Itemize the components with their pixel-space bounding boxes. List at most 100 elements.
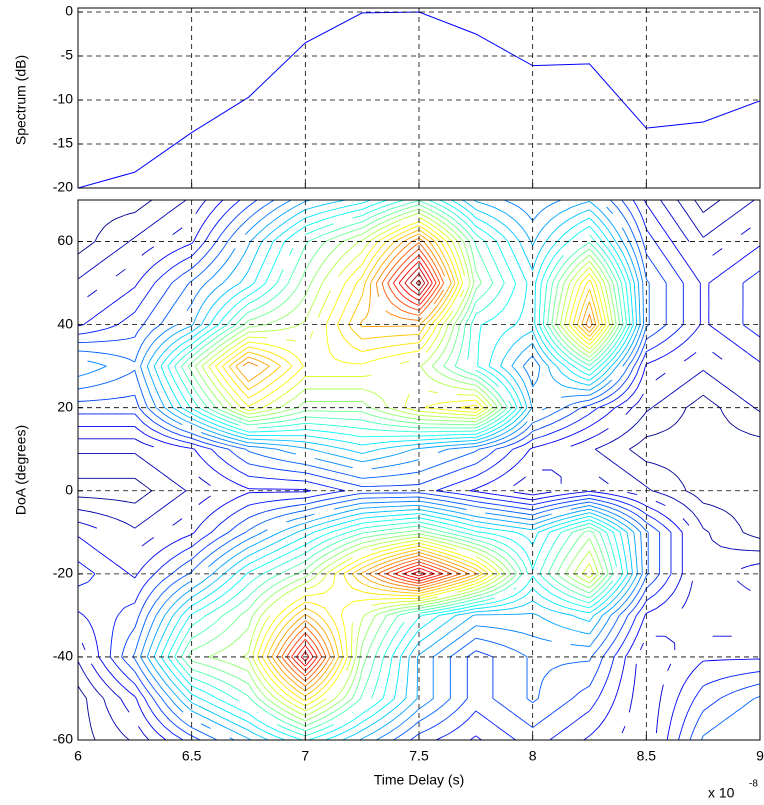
- contour-segment: [418, 443, 476, 449]
- contour-segment: [134, 696, 137, 699]
- contour-segment: [475, 407, 499, 423]
- contour-segment: [360, 694, 363, 699]
- contour-segment: [589, 615, 603, 635]
- contour-segment: [645, 203, 673, 242]
- contour-segment: [457, 241, 471, 284]
- contour-segment: [361, 698, 418, 739]
- contour-segment: [418, 580, 476, 597]
- y-tick-label: 0: [65, 481, 73, 497]
- contour-segment: [702, 369, 755, 409]
- contour-segment: [304, 241, 309, 246]
- contour-segment: [418, 200, 476, 242]
- contour-segment: [532, 532, 551, 570]
- contour-segment: [589, 273, 597, 284]
- contour-segment: [595, 282, 607, 325]
- contour-segment: [262, 552, 306, 575]
- contour-segment: [374, 615, 399, 658]
- contour-segment: [134, 426, 192, 449]
- contour-segment: [589, 201, 623, 242]
- contour-segment: [431, 365, 476, 386]
- contour-segment: [408, 642, 420, 658]
- contour-segment: [153, 331, 192, 367]
- contour-segment: [472, 614, 476, 616]
- contour-segment: [475, 282, 505, 315]
- contour-segment: [287, 245, 306, 284]
- contour-segment: [411, 570, 420, 575]
- contour-segment: [610, 573, 643, 616]
- contour-segment: [560, 324, 590, 354]
- contour-segment: [137, 533, 192, 575]
- contour-segment: [198, 476, 211, 486]
- contour-segment: [589, 573, 599, 584]
- contour-segment: [428, 200, 477, 235]
- contour-segment: [155, 580, 192, 616]
- contour-segment: [418, 698, 468, 735]
- contour-segment: [740, 563, 760, 570]
- contour-segment: [193, 200, 224, 242]
- x-axis-label: Time Delay (s): [374, 772, 465, 788]
- contour-segment: [577, 324, 590, 337]
- contour-segment: [305, 656, 327, 682]
- contour-segment: [640, 532, 643, 574]
- contour-segment: [362, 448, 414, 463]
- contour-segment: [78, 573, 136, 616]
- contour-segment: [565, 573, 590, 589]
- contour-segment: [248, 696, 251, 699]
- contour-segment: [306, 615, 335, 658]
- contour-segment: [304, 537, 363, 571]
- contour-segment: [702, 698, 721, 712]
- contour-segment: [589, 365, 606, 381]
- contour-segment: [258, 698, 306, 727]
- contour-segment: [134, 683, 146, 699]
- contour-segment: [276, 656, 306, 687]
- contour-segment: [538, 515, 590, 533]
- contour-segment: [386, 225, 420, 242]
- contour-segment: [362, 492, 420, 494]
- contour-segment: [305, 698, 327, 712]
- contour-segment: [589, 365, 601, 376]
- contour-segment: [167, 343, 192, 367]
- contour-segment: [261, 209, 306, 242]
- y-axis-label: Spectrum (dB): [13, 55, 29, 145]
- contour-segment: [361, 698, 407, 731]
- contour-segment: [708, 324, 760, 363]
- contour-segment: [582, 563, 590, 575]
- contour-segment: [239, 608, 249, 616]
- contour-segment: [164, 588, 192, 616]
- contour-segment: [147, 573, 190, 616]
- contour-segment: [475, 573, 512, 594]
- contour-segment: [418, 558, 461, 575]
- contour-segment: [475, 217, 509, 242]
- contour-segment: [418, 229, 436, 242]
- contour-segment: [248, 450, 306, 465]
- contour-segment: [563, 399, 590, 409]
- contour-segment: [248, 729, 269, 740]
- contour-segment: [580, 404, 590, 409]
- contour-segment: [361, 615, 365, 620]
- contour-segment: [248, 442, 306, 449]
- contour-segment: [91, 663, 121, 699]
- contour-segment: [305, 512, 363, 530]
- contour-segment: [191, 615, 207, 627]
- contour-segment: [291, 638, 306, 658]
- contour-segment: [172, 227, 183, 235]
- contour-segment: [362, 531, 402, 539]
- contour-segment: [418, 430, 476, 433]
- contour-segment: [636, 600, 647, 616]
- contour-segment: [361, 698, 384, 715]
- contour-segment: [719, 407, 760, 438]
- contour-segment: [362, 509, 420, 514]
- y-tick-label: -15: [53, 135, 73, 151]
- contour-segment: [589, 260, 605, 284]
- contour-segment: [313, 517, 363, 533]
- contour-segment: [245, 529, 249, 533]
- contour-segment: [418, 615, 423, 618]
- x-tick-label: 8: [529, 748, 537, 764]
- contour-segment: [589, 217, 610, 242]
- contour-segment: [248, 445, 277, 450]
- contour-segment: [418, 439, 476, 445]
- contour-segment: [305, 656, 335, 692]
- contour-segment: [248, 488, 306, 490]
- contour-segment: [475, 735, 482, 740]
- contour-segment: [191, 324, 194, 327]
